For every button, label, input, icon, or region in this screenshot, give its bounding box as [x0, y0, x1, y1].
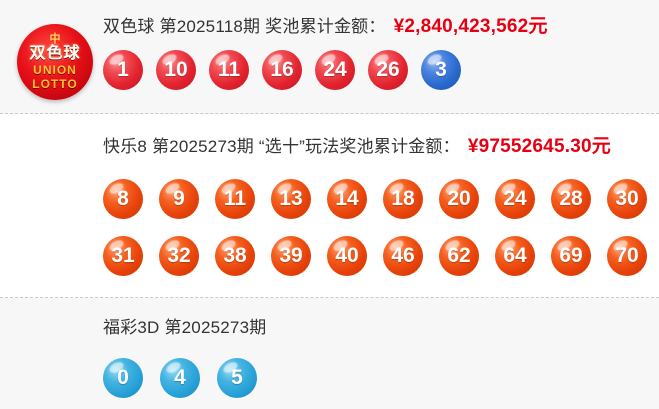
lottery-ball: 30 [607, 179, 647, 219]
lottery-ball: 62 [439, 236, 479, 276]
lottery-ball: 70 [607, 236, 647, 276]
shuangseqiu-logo[interactable]: 中 双色球 UNION LOTTO [17, 24, 93, 100]
section-fucai3d: 中 3D 福彩3D 第2025273期 0 4 5 [0, 298, 659, 409]
section-kuaile8: 中 快乐8 快乐8 第2025273期 “选十”玩法奖池累计金额：¥975526… [0, 114, 659, 343]
logo-text-zh: 双色球 [29, 45, 81, 62]
lottery-ball: 5 [217, 358, 257, 398]
kuaile8-ball-rows: 8 9 11 13 14 18 20 24 28 30 31 32 38 39 … [103, 179, 659, 276]
lottery-ball: 40 [327, 236, 367, 276]
lottery-ball: 39 [271, 236, 311, 276]
fucai3d-title-link[interactable]: 福彩3D 第2025273期 [103, 318, 267, 337]
logo-text-union: UNION [33, 63, 77, 77]
lottery-ball: 69 [551, 236, 591, 276]
zhong-emblem-icon: 中 [49, 33, 61, 45]
fucai3d-header: 福彩3D 第2025273期 [103, 298, 659, 338]
lottery-ball: 24 [495, 179, 535, 219]
shuangseqiu-header: 双色球 第2025118期 奖池累计金额： ¥2,840,423,562元 [103, 0, 659, 38]
lottery-ball: 28 [551, 179, 591, 219]
lottery-ball: 14 [327, 179, 367, 219]
lottery-ball: 26 [368, 50, 408, 90]
shuangseqiu-ball-row: 1 10 11 16 24 26 3 [103, 50, 659, 90]
kuaile8-ball-row-2: 31 32 38 39 40 46 62 64 69 70 [103, 236, 659, 276]
kuaile8-header: 快乐8 第2025273期 “选十”玩法奖池累计金额： ¥97552645.30元 [103, 114, 659, 158]
lottery-ball: 24 [315, 50, 355, 90]
lottery-ball: 13 [271, 179, 311, 219]
lottery-ball: 38 [215, 236, 255, 276]
shuangseqiu-title-link[interactable]: 双色球 第2025118期 奖池累计金额： [103, 17, 386, 36]
lottery-ball: 64 [495, 236, 535, 276]
logo-text-lotto: LOTTO [32, 77, 78, 91]
lottery-ball: 31 [103, 236, 143, 276]
lottery-ball-special: 3 [421, 50, 461, 90]
lottery-ball: 11 [209, 50, 249, 90]
kuaile8-ball-row-1: 8 9 11 13 14 18 20 24 28 30 [103, 179, 659, 219]
shuangseqiu-jackpot-amount: ¥2,840,423,562元 [393, 16, 548, 37]
lottery-ball: 18 [383, 179, 423, 219]
fucai3d-ball-row: 0 4 5 [103, 358, 659, 398]
lottery-ball: 20 [439, 179, 479, 219]
section-shuangseqiu: 中 双色球 UNION LOTTO 双色球 第2025118期 奖池累计金额： ¥… [0, 0, 659, 114]
lottery-ball: 11 [215, 179, 255, 219]
lottery-ball: 4 [160, 358, 200, 398]
lottery-ball: 32 [159, 236, 199, 276]
lottery-ball: 10 [156, 50, 196, 90]
lottery-ball: 1 [103, 50, 143, 90]
kuaile8-title-link[interactable]: 快乐8 第2025273期 “选十”玩法奖池累计金额： [103, 137, 460, 156]
kuaile8-jackpot-amount: ¥97552645.30元 [467, 136, 611, 157]
lottery-ball: 46 [383, 236, 423, 276]
lottery-ball: 0 [103, 358, 143, 398]
lottery-ball: 9 [159, 179, 199, 219]
lottery-ball: 8 [103, 179, 143, 219]
lottery-ball: 16 [262, 50, 302, 90]
